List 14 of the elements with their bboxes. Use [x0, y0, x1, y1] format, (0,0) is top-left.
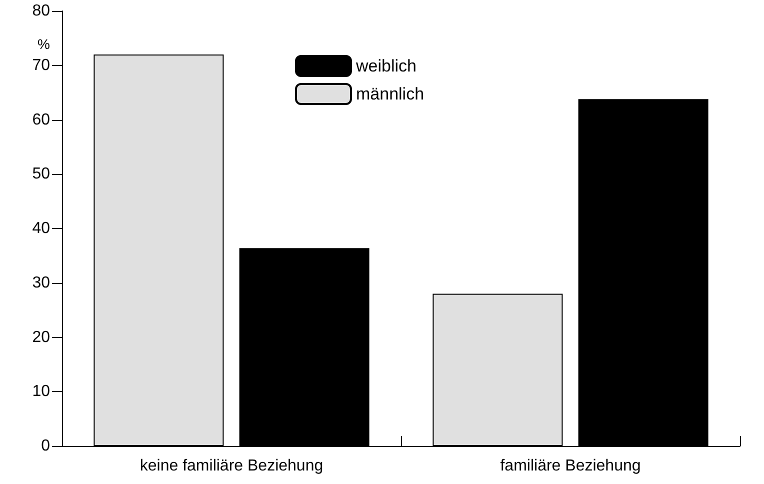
y-tick-label: 50 [32, 166, 50, 183]
y-axis-title: % [38, 36, 50, 52]
x-tick-label: familiäre Beziehung [500, 458, 641, 474]
y-tick-label: 70 [32, 56, 50, 74]
y-tick-label: 40 [32, 220, 50, 237]
y-tick-label: 60 [32, 111, 50, 128]
y-tick-label: 80 [32, 2, 50, 20]
legend-label: männlich [356, 84, 424, 104]
y-tick-label: 30 [32, 274, 50, 292]
y-tick-label: 10 [32, 383, 50, 400]
y-tick-label: 20 [32, 328, 50, 346]
x-tick-label: keine familiäre Beziehung [140, 458, 324, 474]
legend-label: weiblich [355, 56, 416, 76]
y-tick-label: 0 [41, 438, 50, 454]
